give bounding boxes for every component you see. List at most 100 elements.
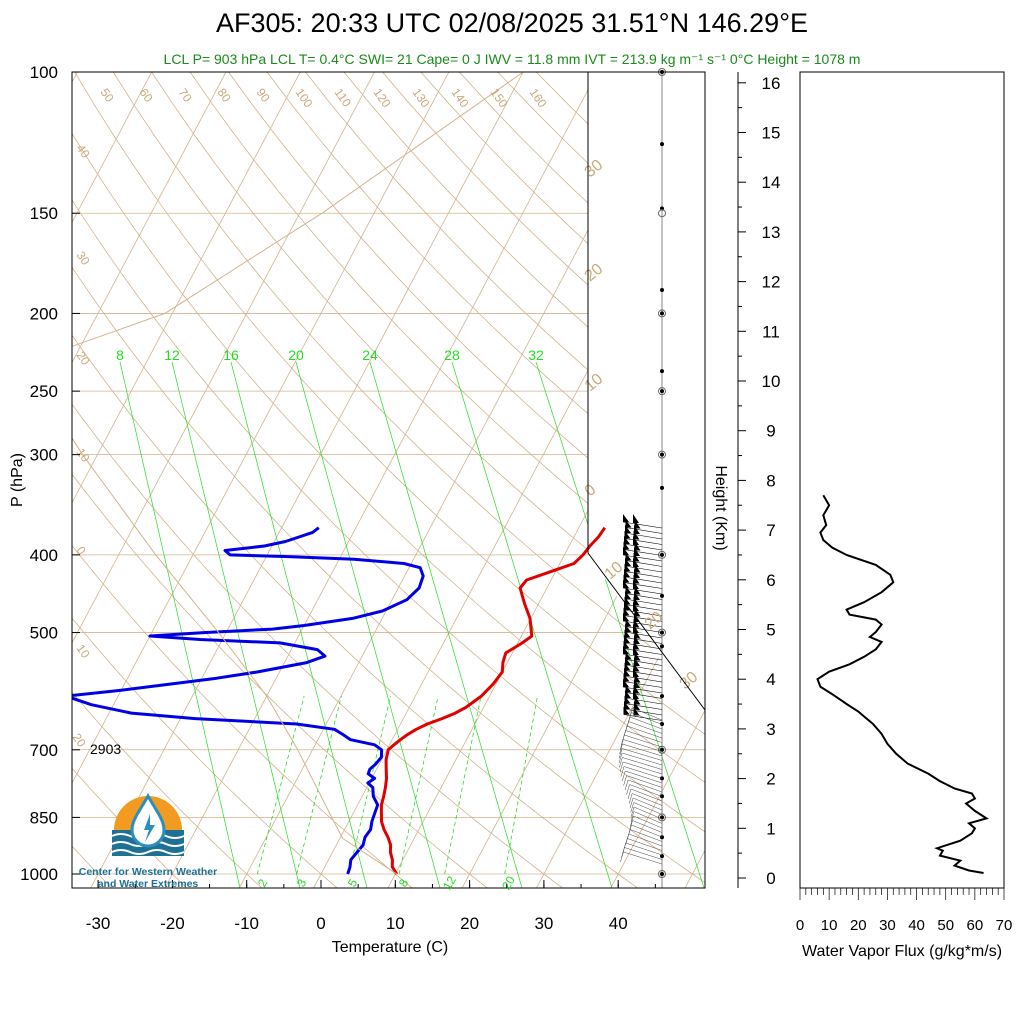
mixing-ratio-line	[444, 695, 482, 875]
wind-barb	[633, 815, 663, 829]
height-tick-label: 3	[766, 720, 775, 739]
isotherm-line	[72, 72, 227, 364]
wind-barb	[622, 679, 663, 694]
temperature-tick-label: 10	[386, 914, 405, 933]
height-axis-label: Height (Km)	[712, 465, 729, 550]
temperature-tick-label: 40	[609, 914, 628, 933]
wind-barb	[623, 607, 663, 622]
temperature-tick-label: 0	[316, 914, 325, 933]
wind-barb	[623, 640, 663, 655]
wind-barb	[629, 716, 663, 730]
height-tick-label: 0	[766, 869, 775, 888]
flux-tick-label: 10	[821, 917, 838, 934]
wind-barb	[627, 788, 632, 800]
wind-barb	[630, 829, 663, 842]
wind-barb	[628, 793, 633, 804]
wind-level-circle	[658, 870, 666, 878]
wind-barb	[630, 811, 635, 822]
wind-dot	[660, 389, 664, 394]
wind-barb	[625, 842, 663, 856]
dry-adiabat-line	[459, 72, 705, 307]
wind-dot	[660, 835, 664, 840]
isotherm-line	[72, 72, 153, 224]
wind-dot	[660, 721, 664, 726]
flux-tick-label: 40	[908, 917, 925, 934]
mixing-ratio-line	[398, 695, 439, 875]
wind-barb-column	[618, 68, 666, 888]
height-tick-label: 1	[766, 819, 775, 838]
isotherm-label: 0	[74, 544, 89, 558]
isotherm-label: 30	[74, 249, 93, 268]
height-tick-label: 6	[766, 571, 775, 590]
wind-dot	[660, 552, 664, 557]
wind-level-circle	[658, 209, 666, 218]
wind-dot	[660, 694, 664, 699]
flux-tick-label: 50	[937, 917, 954, 934]
wind-barb	[622, 743, 663, 757]
pressure-tick-label: 250	[30, 382, 58, 401]
temperature-axis-label: Temperature (C)	[332, 939, 448, 956]
isotherm-label: 60	[137, 86, 156, 105]
wind-barb	[622, 748, 663, 761]
wind-barb	[625, 585, 663, 600]
moist-line	[171, 361, 301, 888]
mixing-ratio-bottom-label: 3	[294, 876, 310, 889]
dry-adiabat-line	[72, 132, 705, 783]
isotherm-label: 20	[74, 349, 93, 368]
mixing-ratio-label: 24	[362, 347, 378, 363]
wind-barb	[618, 748, 623, 759]
wind-dot	[660, 452, 664, 457]
wind-barb	[628, 721, 663, 734]
isotherm-label: 40	[74, 142, 93, 161]
chart-subtitle: LCL P= 903 hPa LCL T= 0.4°C SWI= 21 Cape…	[163, 51, 861, 67]
background-reference-lines	[72, 72, 705, 888]
wind-level-circle	[658, 309, 666, 318]
wind-area-border	[587, 72, 706, 711]
wind-barb	[623, 569, 663, 584]
wind-barb	[624, 657, 663, 672]
wind-barb	[632, 793, 663, 806]
dewpoint-trace	[72, 526, 425, 875]
dry-adiabat-line	[72, 767, 188, 888]
wind-barb	[625, 618, 663, 633]
isotherm-label: 10	[74, 446, 93, 465]
isotherm-label: 90	[254, 86, 273, 105]
height-tick-label: 14	[762, 173, 781, 192]
wind-barb	[619, 757, 623, 768]
isotherm-label: 50	[98, 86, 117, 105]
mixing-ratio-line	[504, 696, 538, 875]
wind-barb	[623, 706, 663, 721]
wind-barb	[622, 547, 663, 562]
wind-barb	[624, 596, 663, 611]
logo-caption-line1: Center for Western Weather	[78, 866, 218, 878]
mixing-ratio-label: 28	[444, 347, 460, 363]
mixing-ratio-label: 8	[116, 347, 124, 363]
isotherm-line	[90, 72, 524, 888]
pressure-tick-label: 850	[30, 808, 58, 827]
wind-barb	[623, 766, 663, 779]
mixing-ratio-label: 20	[288, 347, 304, 363]
wind-barb	[625, 684, 663, 699]
parcel-trace	[72, 72, 524, 875]
dry-adiabat-line	[72, 199, 705, 833]
wind-barb	[626, 784, 630, 795]
wind-barb	[624, 530, 663, 545]
wind-dot	[660, 644, 664, 649]
dry-adiabat-line	[72, 266, 705, 884]
flux-tick-label: 20	[850, 917, 867, 934]
flux-tick-label: 60	[967, 917, 984, 934]
wind-barb	[633, 811, 663, 824]
mixing-ratio-label: 16	[223, 347, 239, 363]
sounding-traces	[72, 72, 607, 875]
wind-barb	[625, 770, 663, 784]
wind-barb	[623, 775, 627, 786]
dry-adiabat-line	[74, 72, 705, 735]
pressure-tick-label: 700	[30, 741, 58, 760]
mixing-ratio-bottom-label: 2	[255, 876, 271, 889]
pressure-tick-label: 100	[30, 63, 58, 82]
mixing-ratio-label: 32	[528, 347, 544, 363]
wind-level-circle	[658, 450, 666, 459]
isotherm-label: 110	[332, 86, 355, 110]
wind-barb	[624, 563, 663, 578]
wind-barb	[623, 701, 663, 716]
